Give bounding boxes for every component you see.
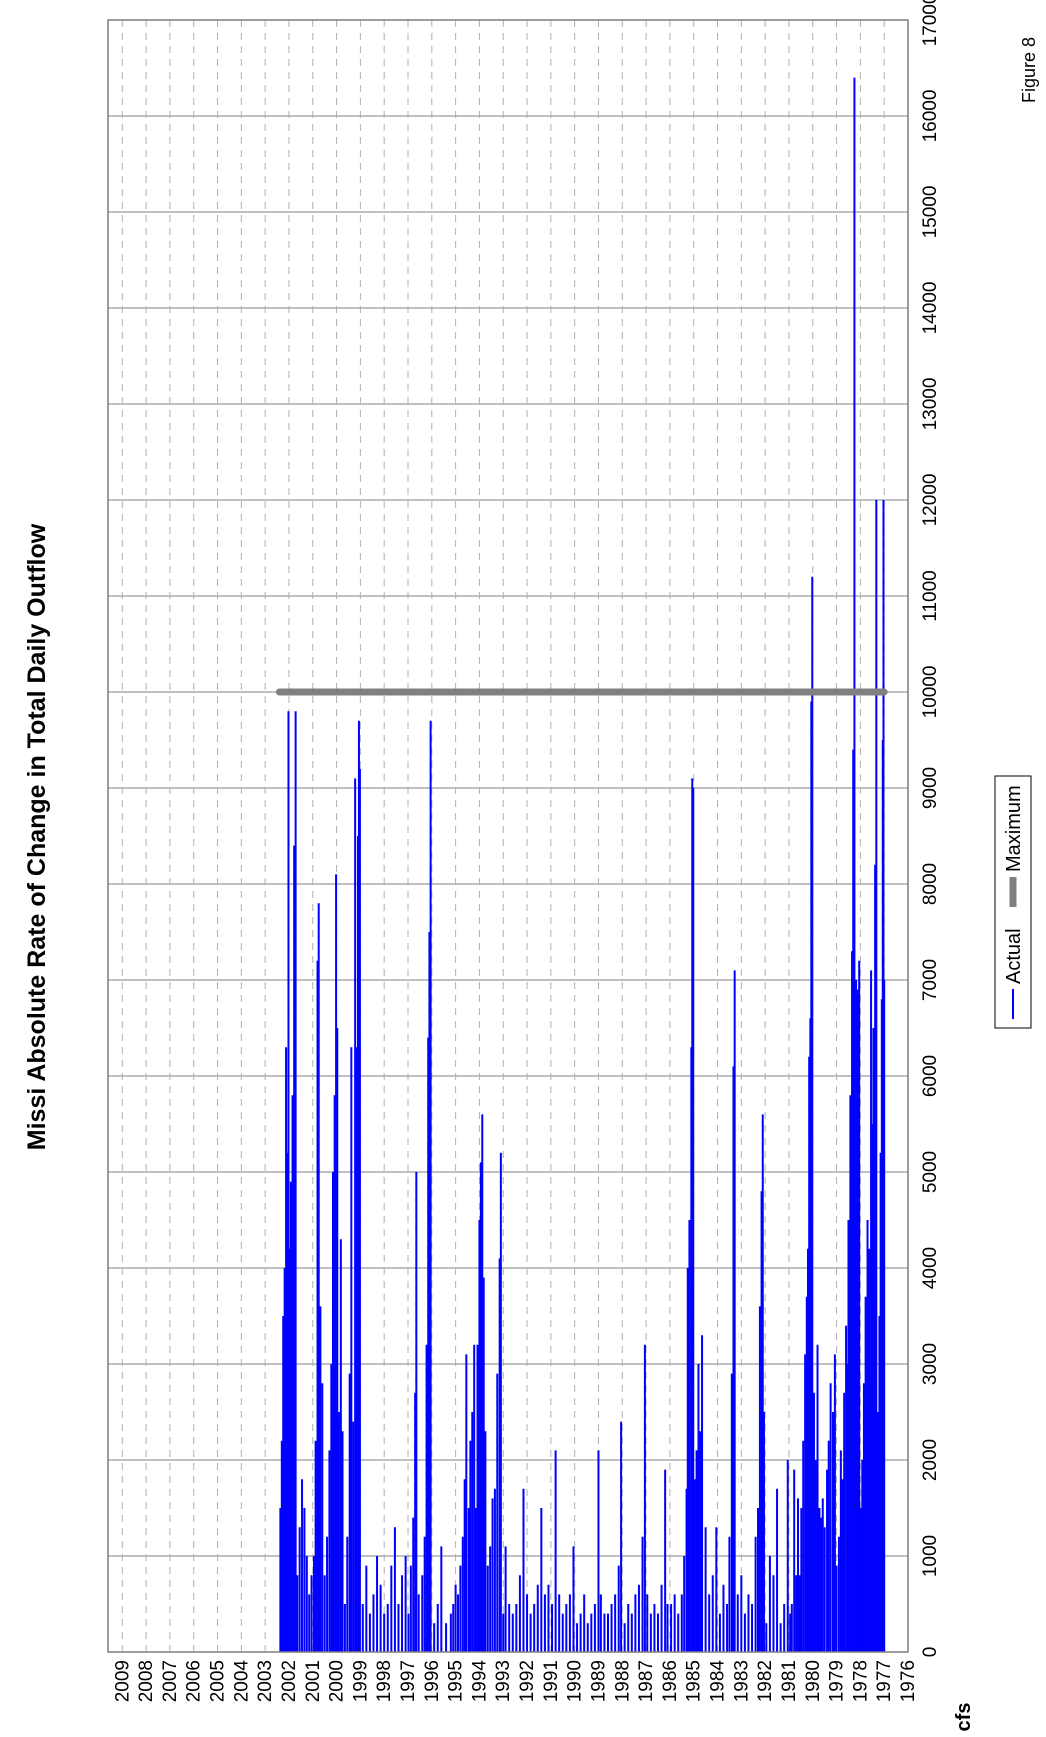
y-tick-label: 1000 <box>920 1535 941 1577</box>
x-tick-label: 1985 <box>684 1660 705 1702</box>
x-tick-label: 1998 <box>374 1660 395 1702</box>
x-tick-label: 1976 <box>898 1660 919 1702</box>
x-tick-label: 1987 <box>636 1660 657 1702</box>
y-tick-label: 5000 <box>920 1151 941 1193</box>
plot-area <box>108 20 908 1652</box>
x-tick-label: 1980 <box>803 1660 824 1702</box>
y-tick-label: 0 <box>920 1647 941 1658</box>
x-tick-label: 1977 <box>874 1660 895 1702</box>
x-tick-label: 1986 <box>660 1660 681 1702</box>
x-tick-label: 2000 <box>327 1660 348 1702</box>
y-tick-label: 15000 <box>920 186 941 239</box>
series-layer <box>275 77 888 1652</box>
grid-layer <box>108 20 908 1652</box>
x-tick-label: 1999 <box>350 1660 371 1702</box>
y-tick-label: 10000 <box>920 666 941 719</box>
y-tick-label: 2000 <box>920 1439 941 1481</box>
x-tick-label: 2006 <box>184 1660 205 1702</box>
x-tick-label: 1992 <box>517 1660 538 1702</box>
legend-maximum-label: Maximum <box>1003 785 1025 872</box>
x-tick-label: 2007 <box>160 1660 181 1702</box>
legend: Actual Maximum <box>994 775 1032 1029</box>
x-tick-label: 1994 <box>469 1660 490 1703</box>
x-tick-label: 1991 <box>541 1660 562 1702</box>
x-tick-label: 1978 <box>850 1660 871 1702</box>
y-axis-label: cfs <box>953 1703 975 1732</box>
x-tick-labels: 1976197719781979198019811982198319841985… <box>112 1660 919 1703</box>
x-tick-label: 1995 <box>446 1660 467 1702</box>
y-tick-label: 13000 <box>920 378 941 431</box>
x-tick-label: 1984 <box>708 1660 729 1703</box>
y-tick-label: 12000 <box>920 474 941 527</box>
x-tick-label: 1996 <box>422 1660 443 1702</box>
x-tick-label: 2003 <box>255 1660 276 1702</box>
y-tick-label: 14000 <box>920 282 941 335</box>
x-tick-label: 2001 <box>303 1660 324 1702</box>
x-tick-label: 1988 <box>612 1660 633 1702</box>
plot-border <box>107 19 909 1653</box>
figure-label: Figure 8 <box>1019 37 1039 103</box>
x-tick-label: 1990 <box>565 1660 586 1702</box>
x-tick-label: 1981 <box>779 1660 800 1702</box>
x-tick-label: 1997 <box>398 1660 419 1702</box>
y-tick-label: 4000 <box>920 1247 941 1289</box>
x-tick-label: 1982 <box>755 1660 776 1702</box>
chart-title: Missi Absolute Rate of Change in Total D… <box>23 523 51 1150</box>
legend-actual-label: Actual <box>1003 928 1025 984</box>
y-tick-labels: 0 1000 2000 3000 4000 5000 6000 7000 8000 9000 100… <box>920 0 941 1657</box>
y-tick-label: 8000 <box>920 863 941 905</box>
y-tick-label: 3000 <box>920 1343 941 1385</box>
y-tick-label: 9000 <box>920 767 941 809</box>
y-tick-label: 17000 <box>920 0 941 46</box>
y-tick-label: 16000 <box>920 90 941 143</box>
x-tick-label: 1983 <box>731 1660 752 1702</box>
x-tick-label: 2008 <box>136 1660 157 1702</box>
x-tick-label: 1989 <box>588 1660 609 1702</box>
x-tick-label: 1979 <box>827 1660 848 1702</box>
y-tick-label: 7000 <box>920 959 941 1001</box>
x-tick-label: 1993 <box>493 1660 514 1702</box>
y-tick-label: 11000 <box>920 570 941 621</box>
x-tick-label: 2002 <box>279 1660 300 1702</box>
x-tick-label: 2004 <box>231 1660 252 1703</box>
y-tick-label: 6000 <box>920 1055 941 1097</box>
x-tick-label: 2009 <box>112 1660 133 1702</box>
x-tick-label: 2005 <box>208 1660 229 1702</box>
